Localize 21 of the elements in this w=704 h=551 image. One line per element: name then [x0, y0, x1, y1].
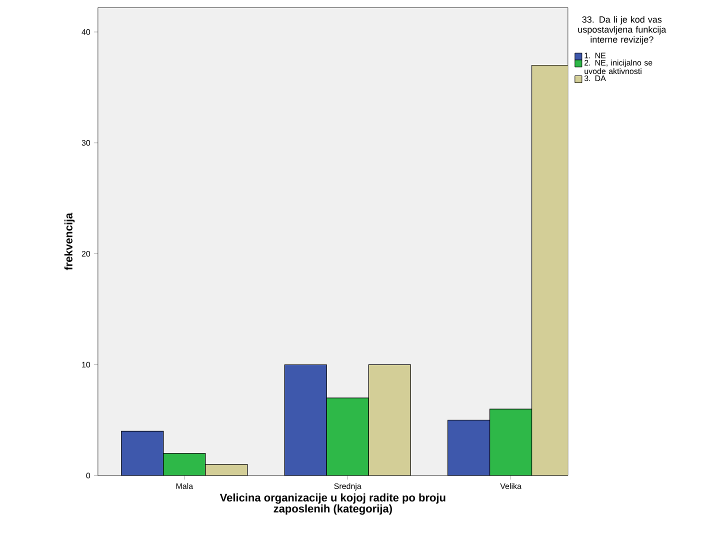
- bar: [284, 364, 327, 476]
- x-tick-label: Srednja: [334, 483, 362, 491]
- y-tick-label: 30: [82, 140, 90, 146]
- y-tick-label: 40: [82, 29, 90, 35]
- bar: [163, 453, 206, 476]
- bar: [368, 364, 411, 476]
- y-tick-label: 0: [86, 472, 90, 478]
- y-axis-title: frekvencija: [64, 212, 75, 270]
- x-tick-label: Velika: [500, 483, 522, 489]
- x-axis-title: Velicina organizacije u kojoj radite po broju zaposlenih (kategorija): [220, 493, 446, 515]
- legend-label: 1. NE: [584, 52, 606, 58]
- x-tick-label: Mala: [176, 483, 194, 489]
- y-tick-label: 20: [82, 250, 90, 257]
- legend-title: 33. Da li je kod vas uspostavljena funkcija interne revizije?: [578, 16, 666, 44]
- bar: [448, 420, 490, 476]
- bar: [326, 398, 369, 476]
- bar: [121, 430, 164, 476]
- legend-label: 2. NE, inicijalno se uvode aktivnosti: [584, 60, 652, 74]
- bar: [490, 408, 532, 476]
- legend-label: 3. DA: [584, 75, 606, 82]
- y-tick-label: 10: [82, 362, 90, 368]
